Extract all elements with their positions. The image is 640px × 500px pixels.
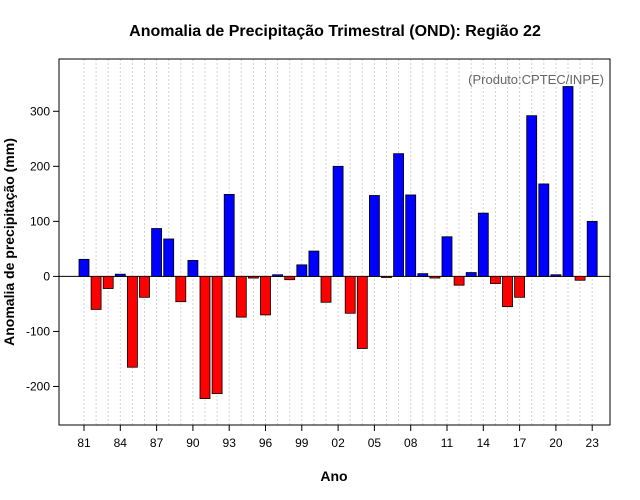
- bar: [284, 275, 296, 281]
- bar: [538, 183, 550, 277]
- bar: [163, 238, 175, 277]
- x-tick-label: 90: [186, 436, 200, 450]
- bar: [332, 165, 344, 277]
- y-axis: -200 -100 0 100 200 300: [26, 104, 59, 393]
- x-axis: 81 84 87 90 93 96 99 02 05 08 11 14 17 20 23: [77, 425, 599, 450]
- grid-lines: [83, 59, 593, 425]
- bar: [368, 195, 380, 277]
- plot-frame: [58, 58, 611, 426]
- bar: [247, 275, 259, 279]
- y-axis-label: Anomalia de precipitação (mm): [1, 138, 17, 346]
- bar: [381, 275, 392, 278]
- bar: [235, 275, 247, 318]
- bar: [526, 115, 538, 277]
- bar: [296, 264, 308, 277]
- bar: [223, 193, 235, 277]
- bar: [272, 274, 284, 277]
- bar: [562, 86, 574, 277]
- bar: [260, 275, 271, 316]
- x-tick-label: 23: [586, 436, 600, 450]
- bar: [489, 275, 501, 284]
- x-tick-label: 17: [513, 436, 527, 450]
- bar: [429, 275, 441, 279]
- bar: [586, 220, 598, 277]
- bar: [114, 273, 126, 277]
- x-tick-label: 81: [77, 436, 91, 450]
- x-tick-label: 96: [259, 436, 273, 450]
- x-tick-label: 87: [150, 436, 164, 450]
- y-tick-label: 0: [43, 269, 50, 283]
- y-tick-label: 300: [30, 104, 50, 118]
- x-tick-label: 20: [549, 436, 563, 450]
- bar: [90, 275, 102, 310]
- bar: [151, 228, 163, 277]
- x-tick-label: 02: [331, 436, 345, 450]
- x-tick-label: 93: [223, 436, 237, 450]
- y-tick-label: -100: [26, 324, 50, 338]
- x-axis-label: Ano: [320, 468, 347, 484]
- bar: [417, 273, 429, 277]
- y-tick-label: 200: [30, 159, 50, 173]
- bar: [320, 275, 332, 303]
- bar: [211, 275, 223, 395]
- bar: [441, 236, 453, 277]
- bar: [78, 258, 90, 277]
- x-tick-label: 99: [295, 436, 309, 450]
- bar: [405, 194, 417, 277]
- bar: [175, 275, 187, 303]
- bar: [139, 275, 150, 298]
- bar: [199, 275, 211, 399]
- bar: [465, 272, 477, 277]
- x-tick-label: 08: [404, 436, 418, 450]
- bars: [78, 86, 598, 399]
- bar: [574, 275, 586, 281]
- bar: [550, 274, 562, 277]
- bar: [127, 275, 138, 368]
- bar: [187, 260, 199, 277]
- x-tick-label: 11: [441, 436, 454, 450]
- y-tick-label: -200: [26, 379, 50, 393]
- bar: [502, 275, 513, 308]
- bar: [514, 275, 525, 298]
- y-tick-label: 100: [30, 214, 50, 228]
- bar: [453, 275, 465, 286]
- x-tick-label: 14: [477, 436, 491, 450]
- bar: [356, 275, 368, 349]
- credit-label: (Produto:CPTEC/INPE): [468, 72, 604, 87]
- bar: [102, 275, 114, 289]
- x-tick-label: 84: [114, 436, 128, 450]
- x-tick-label: 05: [368, 436, 382, 450]
- bar: [393, 153, 405, 277]
- bar: [344, 275, 356, 314]
- bar: [308, 250, 320, 277]
- bar: [477, 212, 489, 277]
- chart-title: Anomalia de Precipitação Trimestral (OND…: [129, 23, 541, 40]
